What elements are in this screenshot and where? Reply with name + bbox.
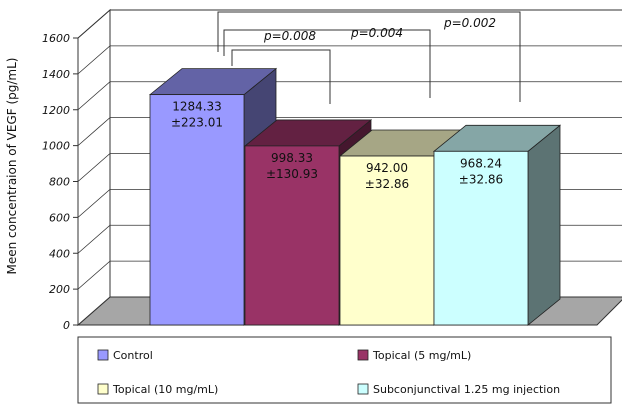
legend-swatch — [357, 383, 369, 395]
legend: Control Topical (5 mg/mL) Topical (10 mg/m… — [77, 336, 612, 404]
y-axis-label: Meen concentraion of VEGF (pg/mL) — [5, 58, 19, 275]
data-label-value: 968.24 — [460, 156, 502, 170]
bar-front — [244, 145, 340, 326]
y-tick-label: 1600 — [42, 32, 70, 45]
p-value-label: p=0.004 — [350, 26, 403, 40]
data-label-sd: ±32.86 — [459, 172, 503, 186]
y-axis: 0 200 400 600 800 1000 1200 1400 1600 — [42, 32, 79, 332]
legend-swatch — [97, 349, 109, 361]
legend-label: Topical (10 mg/mL) — [112, 383, 218, 396]
y-tick-label: 400 — [49, 247, 70, 260]
p-value-label: p=0.002 — [443, 16, 496, 30]
legend-label: Subconjunctival 1.25 mg injection — [373, 383, 560, 396]
legend-box — [77, 336, 612, 404]
legend-label: Topical (5 mg/mL) — [372, 349, 471, 362]
bar-side — [527, 124, 561, 326]
legend-swatch — [97, 383, 109, 395]
gridline — [77, 117, 622, 146]
bar-front — [433, 150, 529, 326]
data-labels: 1284.33 ±223.01 998.33 ±130.93 942.00 ±32.86 9… — [171, 100, 503, 191]
data-label-sd: ±223.01 — [171, 116, 223, 130]
significance-bracket — [231, 49, 331, 104]
data-label-value: 1284.33 — [172, 100, 222, 114]
significance-bracket — [217, 11, 521, 102]
bars — [148, 67, 562, 326]
significance-brackets: p=0.008 p=0.004 p=0.002 — [217, 11, 521, 104]
y-tick-label: 800 — [49, 176, 70, 189]
gridline — [77, 9, 622, 39]
y-tick-label: 1400 — [42, 68, 70, 81]
bar-4 — [432, 124, 562, 326]
legend-label: Control — [113, 349, 153, 362]
gridline — [77, 45, 622, 75]
data-label-sd: ±32.86 — [365, 177, 409, 191]
data-label-value: 942.00 — [366, 161, 408, 175]
legend-swatch — [357, 349, 369, 361]
y-tick-label: 0 — [63, 319, 70, 332]
y-tick-label: 600 — [49, 211, 70, 224]
y-tick-label: 1000 — [42, 140, 70, 153]
significance-bracket — [223, 29, 431, 98]
p-value-label: p=0.008 — [263, 29, 316, 43]
data-label-value: 998.33 — [271, 151, 313, 165]
y-tick-label: 1200 — [42, 104, 70, 117]
y-tick-label: 200 — [49, 283, 70, 296]
bar-front — [149, 94, 245, 326]
gridline — [77, 81, 622, 111]
data-label-sd: ±130.93 — [266, 167, 318, 181]
bar-front — [339, 155, 435, 326]
